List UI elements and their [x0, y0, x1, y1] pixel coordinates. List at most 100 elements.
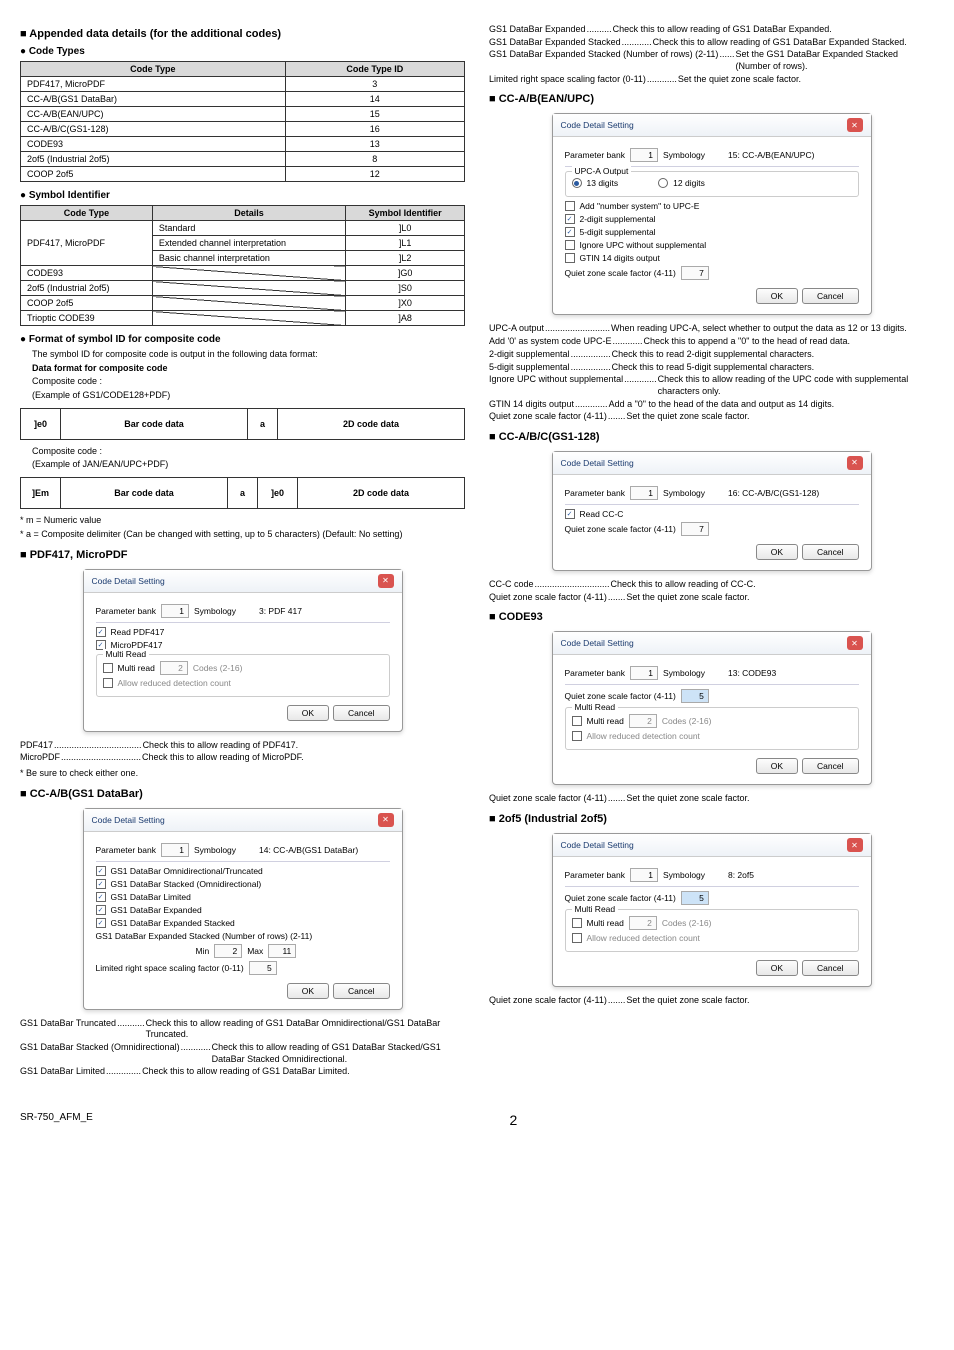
dt: Check this to allow reading of CC-C. [611, 579, 934, 591]
lbl-e0: Add "number system" to UPC-E [580, 201, 700, 211]
cb-gs1-4[interactable] [96, 918, 106, 928]
cb-ccc[interactable] [565, 509, 575, 519]
close-icon[interactable]: ✕ [847, 456, 863, 470]
dl: CC-C code [489, 579, 534, 591]
rb-13[interactable] [572, 178, 582, 188]
mr-val[interactable]: 2 [629, 916, 657, 930]
close-icon[interactable]: ✕ [378, 813, 394, 827]
dl: GS1 DataBar Expanded Stacked (Number of … [489, 49, 718, 72]
dd: ............ [180, 1042, 212, 1065]
dt: Check this to allow reading of MicroPDF. [142, 752, 465, 764]
qz-val[interactable]: 5 [681, 891, 709, 905]
desc-128: CC-C code ..............................… [489, 579, 934, 603]
cancel-button[interactable]: Cancel [333, 983, 389, 999]
si-id: ]G0 [346, 266, 465, 281]
pbank-val[interactable]: 1 [161, 604, 189, 618]
symb-val: 15: CC-A/B(EAN/UPC) [728, 150, 814, 160]
close-icon[interactable]: ✕ [847, 118, 863, 132]
dl: Quiet zone scale factor (4-11) [489, 411, 607, 423]
max-lbl: Max [247, 946, 263, 956]
qz-val[interactable]: 7 [681, 266, 709, 280]
cb-readpdf[interactable] [96, 627, 106, 637]
si-h1: Details [152, 206, 345, 221]
h-2of5: 2of5 (Industrial 2of5) [489, 813, 934, 825]
mr-val[interactable]: 2 [160, 661, 188, 675]
dd: ............ [646, 74, 678, 86]
cb-e3[interactable] [565, 240, 575, 250]
box1: ]e0 Bar code data a 2D code data [20, 408, 465, 440]
cb-gs1-2[interactable] [96, 892, 106, 902]
pbank-lbl: Parameter bank [565, 488, 625, 498]
dl: Ignore UPC without supplemental [489, 374, 623, 397]
cb-multiread[interactable] [572, 716, 582, 726]
pbank-val[interactable]: 1 [630, 148, 658, 162]
pbank-val[interactable]: 1 [630, 486, 658, 500]
dlg-pdf: Code Detail Setting✕ Parameter bank1Symb… [83, 569, 403, 732]
ct-r: 13 [285, 137, 464, 152]
ct-r: CC-A/B(GS1 DataBar) [21, 92, 286, 107]
footer-page: 2 [510, 1112, 518, 1128]
cancel-button[interactable]: Cancel [802, 544, 858, 560]
cb-multiread[interactable] [103, 663, 113, 673]
cb-multiread[interactable] [572, 918, 582, 928]
dt: Set the quiet zone scale factor. [626, 592, 934, 604]
cb-reduced[interactable] [572, 731, 582, 741]
desc-gs1-top: GS1 DataBar Expanded..........Check this… [489, 24, 934, 85]
ct-r: PDF417, MicroPDF [21, 77, 286, 92]
cancel-button[interactable]: Cancel [802, 288, 858, 304]
close-icon[interactable]: ✕ [847, 838, 863, 852]
pbank-val[interactable]: 1 [161, 843, 189, 857]
cb-gs1-1[interactable] [96, 879, 106, 889]
ok-button[interactable]: OK [756, 758, 798, 774]
h-fmt: Format of symbol ID for composite code [20, 334, 465, 345]
cancel-button[interactable]: Cancel [802, 758, 858, 774]
h-codetypes: Code Types [20, 46, 465, 57]
cancel-button[interactable]: Cancel [333, 705, 389, 721]
box2: ]Em Bar code data a ]e0 2D code data [20, 477, 465, 509]
box2-a: ]Em [21, 478, 61, 508]
mr-val[interactable]: 2 [629, 714, 657, 728]
pdf-note: * Be sure to check either one. [20, 768, 465, 780]
ct-h1: Code Type ID [285, 62, 464, 77]
lbl-multiread: Multi read [587, 918, 624, 928]
dt: Check this to allow reading of the UPC c… [658, 374, 934, 397]
lbl-reduced: Allow reduced detection count [587, 933, 700, 943]
lbl-ccc: Read CC-C [580, 509, 624, 519]
h-symid: Symbol Identifier [20, 190, 465, 201]
cb-e2[interactable] [565, 227, 575, 237]
si-id: ]X0 [346, 296, 465, 311]
box2-c: a [228, 478, 258, 508]
min-val[interactable]: 2 [214, 944, 242, 958]
dl: GS1 DataBar Stacked (Omnidirectional) [20, 1042, 180, 1065]
cb-e4[interactable] [565, 253, 575, 263]
rb-12[interactable] [658, 178, 668, 188]
lr-val[interactable]: 5 [249, 961, 277, 975]
cb-e0[interactable] [565, 201, 575, 211]
lbl-gs1-3: GS1 DataBar Expanded [111, 905, 202, 915]
symb-val: 16: CC-A/B/C(GS1-128) [728, 488, 819, 498]
cb-reduced[interactable] [103, 678, 113, 688]
ok-button[interactable]: OK [287, 983, 329, 999]
ok-button[interactable]: OK [756, 288, 798, 304]
ok-button[interactable]: OK [287, 705, 329, 721]
si-id: ]S0 [346, 281, 465, 296]
close-icon[interactable]: ✕ [847, 636, 863, 650]
close-icon[interactable]: ✕ [378, 574, 394, 588]
dlg-ean-title: Code Detail Setting [561, 120, 634, 130]
cb-gs1-0[interactable] [96, 866, 106, 876]
dlg-ean: Code Detail Setting✕ Parameter bank1Symb… [552, 113, 872, 315]
max-val[interactable]: 11 [268, 944, 296, 958]
cb-gs1-3[interactable] [96, 905, 106, 915]
ok-button[interactable]: OK [756, 960, 798, 976]
si-ct: 2of5 (Industrial 2of5) [21, 281, 153, 296]
qz-val[interactable]: 7 [681, 522, 709, 536]
qz-val[interactable]: 5 [681, 689, 709, 703]
pbank-val[interactable]: 1 [630, 666, 658, 680]
pbank-val[interactable]: 1 [630, 868, 658, 882]
si-ct: PDF417, MicroPDF [21, 221, 153, 266]
ok-button[interactable]: OK [756, 544, 798, 560]
si-diag [152, 296, 345, 311]
cb-reduced[interactable] [572, 933, 582, 943]
cb-e1[interactable] [565, 214, 575, 224]
cancel-button[interactable]: Cancel [802, 960, 858, 976]
